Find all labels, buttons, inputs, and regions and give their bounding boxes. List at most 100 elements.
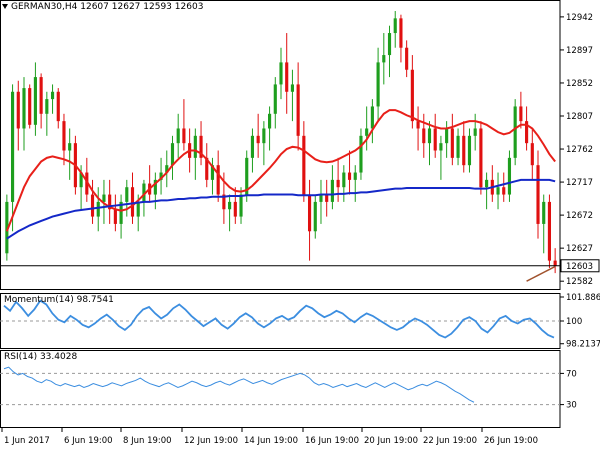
price-tick-label: 12807 (566, 112, 593, 122)
collapse-triangle-icon[interactable] (2, 4, 8, 9)
candle-body (290, 84, 294, 92)
ohlc-low: 12593 (143, 2, 172, 12)
candle-body (16, 91, 20, 129)
price-panel: 12582 12627 12672 12717 12762 12807 12852 12897… (0, 0, 600, 428)
candle-body (365, 128, 369, 136)
candle-body (467, 135, 472, 166)
candle-body (56, 91, 60, 122)
momentum-tick-label: 98.2137 (566, 340, 600, 350)
candle-body (10, 91, 15, 202)
candle-body (130, 187, 135, 217)
price-tick-label: 12897 (566, 46, 593, 56)
momentum-line (3, 299, 555, 339)
candle-body (496, 187, 500, 195)
panel-border-3 (0, 350, 561, 428)
time-tick-label: 8 Jun 19:00 (123, 436, 172, 446)
candle-body (113, 209, 117, 224)
candle-body (479, 128, 483, 188)
candle-body (370, 106, 374, 129)
candle-body (342, 172, 346, 188)
panel-border-1 (0, 0, 561, 290)
candle-body (142, 183, 146, 202)
candle-body (319, 194, 323, 202)
candle-body (62, 121, 66, 151)
candle-body (302, 135, 306, 195)
time-tick-label: 12 Jun 19:00 (184, 436, 238, 446)
candle-body (393, 18, 397, 34)
candle-body (136, 201, 140, 217)
candle-body (50, 91, 55, 100)
candle-body (445, 128, 449, 144)
time-tick-label: 22 Jun 19:00 (423, 436, 477, 446)
candle-body (5, 201, 9, 254)
momentum-label: Momentum(14) 98.7541 (4, 295, 114, 305)
candle-body (525, 121, 529, 144)
price-tick-label: 12672 (566, 211, 593, 221)
candle-body (433, 128, 437, 151)
price-tick-label: 12762 (566, 145, 593, 155)
price-tick-label: 12852 (566, 79, 593, 89)
candle-body (450, 128, 454, 158)
candle-body (399, 18, 403, 48)
candle-body (273, 84, 277, 114)
candle-body (90, 194, 95, 217)
price-panel-header: GERMAN30,H4 12607 12627 12593 12603 (2, 2, 203, 12)
ohlc-close: 12603 (174, 2, 204, 12)
price-tick-label: 12582 (566, 277, 593, 287)
candle-body (336, 179, 340, 188)
candle-body (210, 165, 215, 180)
candle-body (125, 187, 129, 202)
candle-body (159, 172, 163, 180)
candle-body (519, 106, 523, 122)
candle-body (462, 135, 466, 166)
candle-body (28, 88, 32, 125)
candle-body (119, 201, 123, 224)
time-tick-label: 26 Jun 19:00 (484, 436, 538, 446)
candle-body (382, 55, 386, 63)
price-tick-label: 12942 (566, 13, 593, 23)
candle-body (387, 33, 392, 56)
candle-body (102, 194, 106, 202)
candle-body (239, 194, 243, 217)
symbol-label: GERMAN30,H4 (11, 2, 78, 12)
candle-body (536, 165, 540, 224)
candle-body (416, 121, 420, 129)
time-tick-label: 16 Jun 19:00 (305, 436, 359, 446)
candle-body (427, 128, 432, 144)
candle-body (410, 69, 414, 122)
current-price-box (560, 259, 600, 273)
candle-body (542, 201, 546, 224)
candle-body (547, 201, 552, 261)
candle-body (347, 172, 352, 180)
candle-body (268, 113, 272, 129)
candle-body (205, 157, 209, 180)
time-tick-label: 1 Jun 2017 (4, 436, 50, 446)
candle-body (513, 106, 517, 158)
candle-body (216, 165, 220, 195)
candle-body (245, 157, 249, 195)
price-tick-label: 12627 (566, 244, 593, 254)
candle-body (262, 128, 266, 144)
rsi-label: RSI(14) 33.4028 (4, 352, 78, 362)
momentum-panel: 101.8862 100 98.2137 (0, 293, 600, 350)
time-axis: 1 Jun 2017 6 Jun 19:00 8 Jun 19:00 12 Jun 1… (1, 428, 538, 446)
candle-body (199, 135, 203, 158)
candle-body (233, 201, 237, 217)
price-tick-label: 12717 (566, 178, 593, 188)
candle-body (553, 260, 557, 266)
candle-body (502, 187, 506, 195)
time-tick-label: 6 Jun 19:00 (64, 436, 113, 446)
candle-body (473, 128, 477, 136)
candle-body (228, 201, 232, 210)
candle-body (176, 128, 180, 144)
candle-body (45, 99, 49, 114)
candle-body (439, 143, 443, 151)
candle-body (96, 201, 100, 217)
sma-200-line (526, 265, 556, 282)
candle-body (313, 201, 317, 232)
rsi-tick-label: 30 (566, 401, 577, 411)
time-tick-label: 14 Jun 19:00 (244, 436, 298, 446)
candle-body (193, 135, 197, 158)
